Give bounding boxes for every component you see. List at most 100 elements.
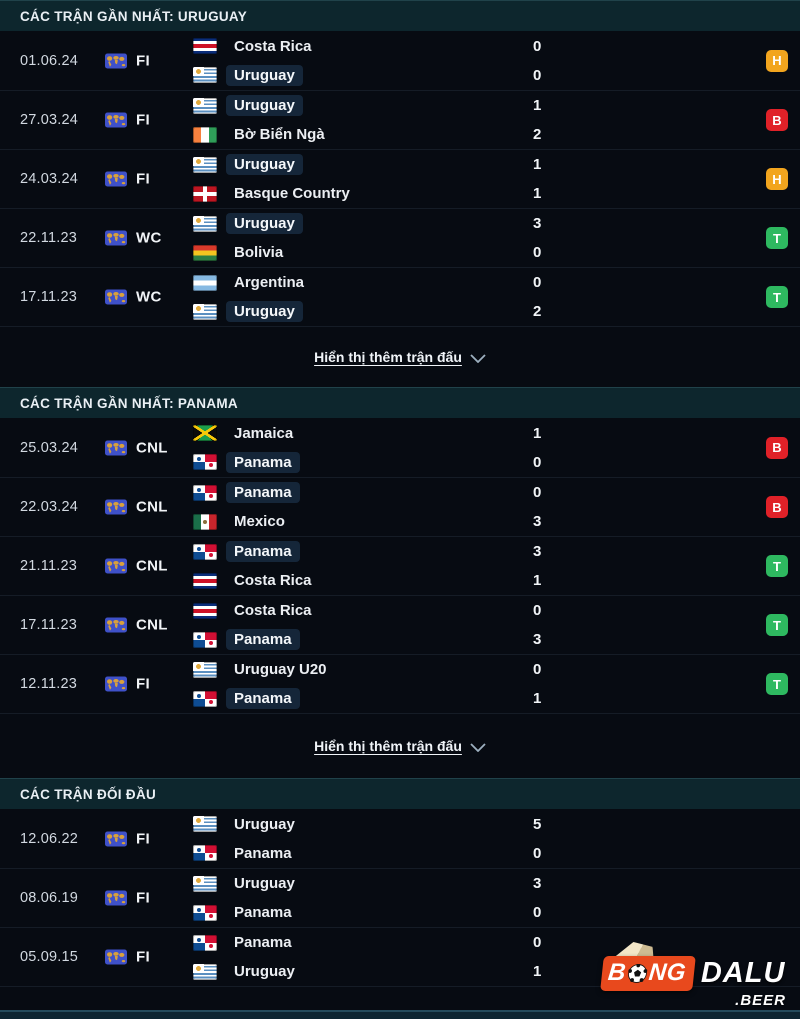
world-map-icon (105, 230, 127, 246)
show-more-label: Hiển thị thêm trận đấu (314, 738, 462, 754)
match-row[interactable]: 17.11.23 WC (0, 267, 800, 326)
team-name[interactable]: Bolivia (234, 244, 284, 261)
match-row[interactable]: 22.11.23 WC (0, 208, 800, 267)
team-name[interactable]: Uruguay U20 (234, 661, 327, 678)
match-date: 24.03.24 (20, 171, 79, 187)
match-list: 01.06.24 FI (0, 31, 800, 327)
team-pair: Panama 3 Costa Rica 1 (193, 537, 760, 595)
result-badge: H (766, 168, 788, 190)
competition: FI (105, 112, 150, 129)
match-date: 08.06.19 (20, 890, 79, 906)
section-header: CÁC TRẬN GẦN NHẤT: URUGUAY (0, 0, 800, 31)
team-name[interactable]: Bờ Biển Ngà (234, 126, 325, 143)
team-name[interactable]: Panama (234, 934, 292, 951)
home-team-line: Uruguay 5 (193, 813, 760, 836)
team-score: 0 (533, 934, 542, 951)
team-name[interactable]: Uruguay (226, 301, 303, 322)
away-team-line: Costa Rica 1 (193, 569, 760, 592)
team-name[interactable]: Panama (226, 688, 300, 709)
competition: WC (105, 289, 162, 306)
team-name[interactable]: Costa Rica (234, 37, 312, 55)
team-name[interactable]: Uruguay (226, 213, 303, 234)
home-team-line: Costa Rica 0 (193, 35, 760, 58)
competition: FI (105, 676, 150, 693)
home-team-line: Uruguay 1 (193, 153, 760, 176)
competition-label: CNL (136, 616, 168, 634)
competition-label: CNL (136, 557, 168, 575)
team-score: 3 (533, 875, 542, 892)
match-date: 21.11.23 (20, 558, 77, 574)
team-name[interactable]: Uruguay (226, 154, 303, 175)
match-date: 05.09.15 (20, 949, 79, 965)
match-row[interactable]: 25.03.24 CNL (0, 418, 800, 477)
argentina-flag-icon (193, 274, 217, 291)
world-map-icon (105, 440, 127, 455)
team-name[interactable]: Panama (226, 541, 300, 562)
team-name[interactable]: Uruguay (234, 815, 295, 833)
match-row[interactable]: 01.06.24 FI (0, 31, 800, 90)
match-row[interactable]: 27.03.24 FI (0, 90, 800, 149)
match-row[interactable]: 12.11.23 FI (0, 654, 800, 713)
result-badge: T (766, 227, 788, 249)
team-name[interactable]: Panama (226, 451, 300, 473)
costa-rica-flag-icon (193, 572, 217, 589)
ivory-coast-flag-icon (193, 126, 217, 143)
result-badge: H (766, 49, 788, 72)
competition: CNL (105, 558, 168, 575)
team-score: 0 (533, 844, 542, 862)
match-row[interactable]: 05.09.15 FI (0, 927, 800, 986)
uruguay-flag-icon (193, 215, 217, 232)
match-row[interactable]: 12.06.22 FI (0, 809, 800, 868)
competition-label: WC (136, 288, 162, 306)
team-score: 0 (533, 37, 542, 55)
team-name[interactable]: Panama (234, 904, 292, 921)
team-name[interactable]: Panama (226, 482, 300, 503)
show-more-link[interactable]: Hiển thị thêm trận đấu (314, 738, 486, 754)
away-team-line: Bolivia 0 (193, 241, 760, 264)
match-date: 17.11.23 (20, 617, 77, 633)
logo-text-ng: NG (647, 959, 688, 986)
team-pair: Uruguay 5 Panama 0 (193, 809, 760, 868)
team-name[interactable]: Uruguay (226, 95, 303, 116)
match-row[interactable]: 22.03.24 CNL (0, 477, 800, 536)
match-row[interactable]: 24.03.24 FI (0, 149, 800, 208)
home-team-line: Costa Rica 0 (193, 599, 760, 622)
home-team-line: Uruguay 3 (193, 212, 760, 235)
match-row[interactable]: 08.06.19 FI (0, 868, 800, 927)
team-score: 0 (533, 661, 542, 678)
match-row[interactable]: 21.11.23 CNL (0, 536, 800, 595)
team-name[interactable]: Uruguay (234, 963, 295, 980)
home-team-line: Argentina 0 (193, 271, 760, 294)
home-team-line: Uruguay U20 0 (193, 658, 760, 681)
chevron-down-icon (470, 353, 486, 363)
team-name[interactable]: Panama (226, 629, 300, 650)
team-name[interactable]: Basque Country (234, 185, 350, 202)
team-score: 1 (533, 963, 542, 980)
result-badge: T (766, 614, 788, 636)
team-name[interactable]: Argentina (234, 274, 305, 291)
result-badge: B (766, 496, 788, 518)
team-name[interactable]: Costa Rica (234, 602, 312, 619)
competition-label: FI (136, 111, 150, 129)
team-name[interactable]: Uruguay (234, 875, 295, 892)
jamaica-flag-icon (193, 425, 217, 441)
show-more-row: Hiển thị thêm trận đấu (0, 327, 800, 387)
competition: FI (105, 949, 150, 966)
competition: FI (105, 52, 150, 69)
team-name[interactable]: Costa Rica (234, 572, 312, 589)
mexico-flag-icon (193, 513, 217, 530)
panama-flag-icon (193, 845, 217, 861)
team-name[interactable]: Uruguay (226, 64, 303, 86)
team-name[interactable]: Mexico (234, 513, 285, 530)
section-recent-uruguay: CÁC TRẬN GẦN NHẤT: URUGUAY 01.06.24 (0, 0, 800, 387)
panama-flag-icon (193, 904, 217, 921)
logo-text-b: B (606, 959, 628, 986)
team-pair: Uruguay 1 Bờ Biển Ngà 2 (193, 91, 760, 149)
away-team-line: Uruguay 0 (193, 64, 760, 87)
match-row[interactable]: 17.11.23 CNL (0, 595, 800, 654)
show-more-link[interactable]: Hiển thị thêm trận đấu (314, 349, 486, 365)
panama-flag-icon (193, 631, 217, 648)
team-name[interactable]: Jamaica (234, 424, 294, 442)
team-pair: Costa Rica 0 Panama 3 (193, 596, 760, 654)
team-name[interactable]: Panama (234, 844, 292, 862)
